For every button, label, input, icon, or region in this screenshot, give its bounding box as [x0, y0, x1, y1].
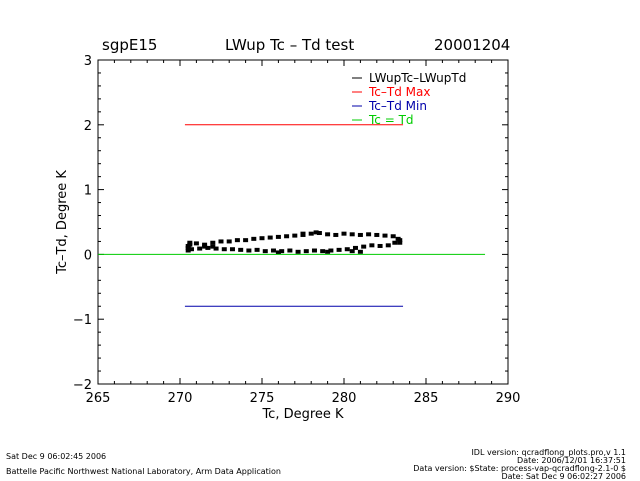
x-tick-label: 280	[332, 391, 357, 406]
site-label: sgpE15	[102, 36, 158, 54]
data-point	[193, 241, 199, 246]
data-point	[397, 238, 403, 243]
footer-idl-version: IDL version: qcradflong_plots.pro,v 1.1	[471, 448, 626, 457]
y-tick-label: 2	[84, 119, 92, 134]
y-tick-label: 1	[84, 184, 92, 199]
data-point	[210, 240, 216, 245]
data-point	[234, 238, 240, 243]
date-label: 20001204	[434, 36, 511, 54]
data-point	[311, 248, 317, 253]
data-point	[300, 231, 306, 236]
data-point	[341, 231, 347, 236]
footer-run-date: Sat Dec 9 06:02:45 2006	[6, 452, 107, 461]
data-point	[344, 247, 350, 252]
data-point	[397, 240, 403, 245]
data-point	[197, 246, 203, 251]
axis-ticks: 265 270 275 280 285 290 −2 −1 0 1 2 3	[73, 54, 521, 406]
data-point	[213, 246, 219, 251]
data-point	[202, 244, 208, 249]
data-point	[243, 238, 249, 243]
footer-data-version: Data version: $State: process-vap-qcradf…	[413, 464, 626, 473]
legend-label: Tc = Td	[368, 113, 414, 127]
y-tick-label: −1	[73, 313, 92, 328]
data-point	[385, 243, 391, 248]
data-point	[292, 233, 298, 238]
data-point	[320, 249, 326, 254]
data-point	[357, 249, 363, 254]
y-axis-label: Tc–Td, Degree K	[55, 170, 70, 275]
x-tick-label: 290	[496, 391, 521, 406]
x-tick-label: 275	[250, 391, 275, 406]
data-point	[313, 230, 319, 235]
plot-frame	[97, 59, 509, 385]
data-point	[279, 249, 285, 254]
data-point	[369, 243, 375, 248]
data-point	[229, 247, 235, 252]
y-tick-label: −2	[73, 378, 92, 393]
data-point	[349, 232, 355, 237]
x-tick-label: 270	[168, 391, 193, 406]
data-point	[218, 239, 224, 244]
data-point	[275, 250, 281, 255]
footer-idl-date: Date: 2006/12/01 16:37:51	[517, 456, 626, 465]
legend-label: Tc–Td Min	[368, 99, 427, 113]
data-point	[392, 240, 398, 245]
data-point	[303, 249, 309, 254]
x-tick-label: 265	[86, 391, 111, 406]
data-point	[377, 243, 383, 248]
x-tick-label: 285	[414, 391, 439, 406]
data-point	[259, 236, 265, 241]
footer-data-date: Date: Sat Dec 9 06:02:27 2006	[501, 472, 626, 481]
data-point	[210, 244, 216, 249]
data-point	[270, 248, 276, 253]
data-point	[187, 240, 193, 245]
data-point	[333, 232, 339, 237]
data-point	[308, 231, 314, 236]
legend-label: LWupTc–LWupTd	[369, 71, 466, 85]
data-point	[325, 232, 331, 237]
data-point	[357, 232, 363, 237]
data-point	[267, 235, 273, 240]
data-point	[238, 247, 244, 252]
page-title: LWup Tc – Td test	[225, 36, 355, 54]
data-point	[287, 248, 293, 253]
data-point	[262, 249, 268, 254]
data-point	[275, 234, 281, 239]
data-point	[352, 245, 358, 250]
data-point	[284, 234, 290, 239]
data-marks	[98, 124, 486, 307]
data-point	[185, 245, 191, 250]
data-point	[246, 248, 252, 253]
legend-label: Tc–Td Max	[368, 85, 430, 99]
x-axis-label: Tc, Degree K	[261, 407, 344, 422]
data-point	[361, 244, 367, 249]
data-point	[328, 248, 334, 253]
footer-institution: Battelle Pacific Northwest National Labo…	[6, 467, 281, 476]
data-point	[374, 232, 380, 237]
y-tick-label: 3	[84, 54, 92, 69]
y-tick-label: 0	[84, 248, 92, 263]
data-point	[254, 247, 260, 252]
data-point	[336, 247, 342, 252]
data-point	[226, 239, 232, 244]
data-point	[349, 249, 355, 254]
data-point	[295, 249, 301, 254]
data-point	[316, 231, 322, 236]
data-point	[382, 233, 388, 238]
data-point	[325, 249, 331, 254]
data-point	[205, 245, 211, 250]
data-point	[188, 247, 194, 252]
data-point	[251, 236, 257, 241]
data-point	[185, 248, 191, 253]
data-point	[221, 247, 227, 252]
data-point	[366, 232, 372, 237]
data-point	[390, 234, 396, 239]
